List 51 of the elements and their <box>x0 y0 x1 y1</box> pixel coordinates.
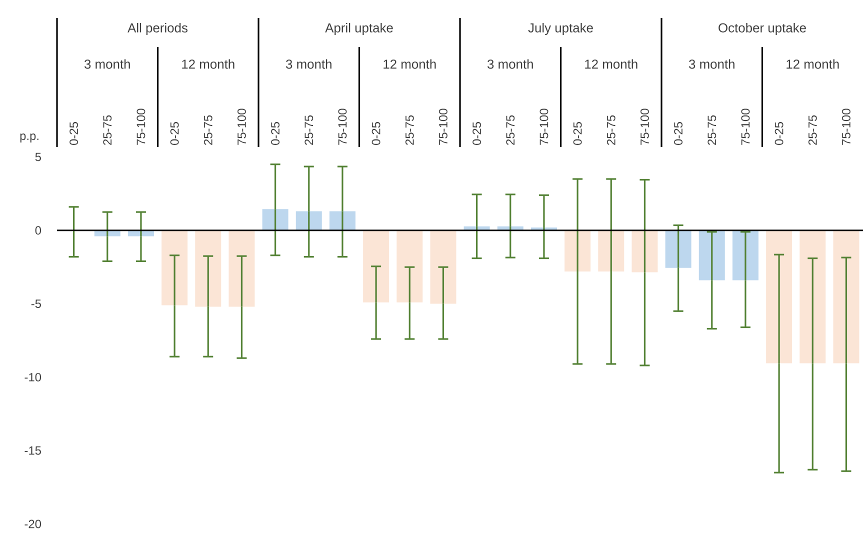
x-tick-label: 0-25 <box>573 122 582 145</box>
bar <box>396 230 423 302</box>
text: 3 month <box>84 59 130 69</box>
y-tick-label: -10 <box>24 372 42 382</box>
text: 3 month <box>688 59 734 69</box>
x-tick-label: 0-25 <box>472 122 482 145</box>
x-tick-label: 25-75 <box>808 115 817 145</box>
x-tick-label: 25-75 <box>606 115 616 145</box>
x-tick-label: 0-25 <box>70 122 78 145</box>
text: April uptake <box>325 22 393 36</box>
text: July uptake <box>528 22 593 36</box>
text: 12 month <box>182 59 234 69</box>
bar <box>665 230 692 268</box>
x-tick-label: 25-75 <box>708 115 716 145</box>
x-tick-label: 25-75 <box>506 115 515 145</box>
x-tick-label: 0-25 <box>372 122 380 145</box>
text: 3 month <box>487 59 533 69</box>
y-tick-label: -20 <box>24 520 42 528</box>
x-tick-label: 25-75 <box>405 115 414 145</box>
y-tick-label: -5 <box>31 300 41 308</box>
bar <box>363 230 390 302</box>
bar <box>598 230 624 272</box>
text: October uptake <box>718 22 806 36</box>
x-tick-label: 75-100 <box>338 108 347 145</box>
x-tick-label: 75-100 <box>136 108 146 145</box>
x-tick-label: 75-100 <box>741 108 750 145</box>
bar <box>262 209 288 230</box>
x-tick-label: 25-75 <box>304 115 314 145</box>
x-tick-label: 75-100 <box>438 108 448 145</box>
x-tick-label: 0-25 <box>170 122 179 145</box>
x-tick-label: 0-25 <box>774 122 784 145</box>
x-tick-label: 0-25 <box>674 122 683 145</box>
text: 12 month <box>585 59 638 69</box>
x-tick-label: 0-25 <box>271 122 280 145</box>
x-tick-label: 75-100 <box>640 108 649 145</box>
y-tick-label: -15 <box>24 446 41 455</box>
text: 12 month <box>384 59 436 69</box>
bar <box>430 230 456 304</box>
y-tick-label: 5 <box>35 152 41 162</box>
x-tick-label: 75-100 <box>540 108 548 145</box>
y-axis-title: p.p. <box>20 134 38 142</box>
text: 12 month <box>786 59 839 69</box>
bar <box>632 230 658 272</box>
x-tick-label: 25-75 <box>103 115 112 145</box>
bar <box>564 230 591 272</box>
text: 3 month <box>286 59 332 69</box>
x-tick-label: 75-100 <box>237 108 246 145</box>
x-tick-label: 25-75 <box>204 115 212 145</box>
text: All periods <box>128 22 188 36</box>
x-tick-label: 75-100 <box>842 108 850 145</box>
y-tick-label: 0 <box>35 226 42 235</box>
